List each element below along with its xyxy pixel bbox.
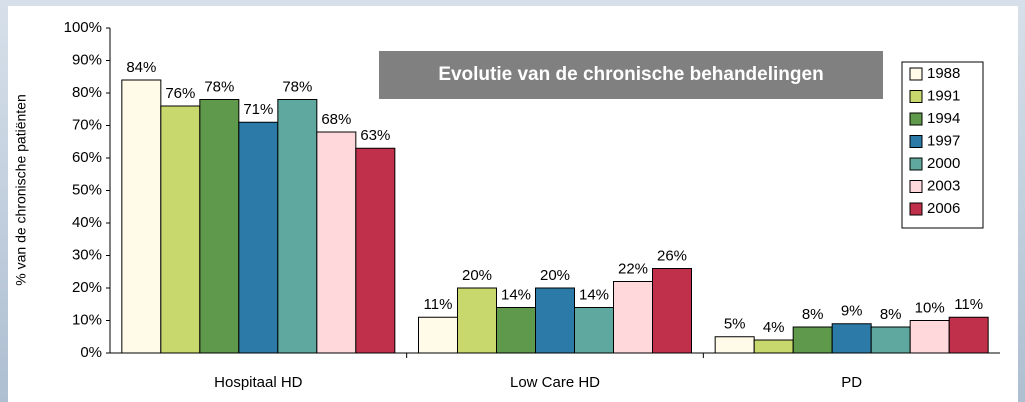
value-label: 71% bbox=[243, 101, 273, 118]
legend-swatch bbox=[909, 67, 923, 81]
bar bbox=[160, 105, 201, 354]
y-tick-label: 0% bbox=[80, 344, 102, 361]
y-tick-label: 10% bbox=[72, 311, 102, 328]
y-tick-label: 30% bbox=[72, 246, 102, 263]
y-tick-label: 20% bbox=[72, 279, 102, 296]
y-tick-label: 70% bbox=[72, 116, 102, 133]
bar bbox=[714, 336, 755, 354]
legend-swatch bbox=[909, 180, 923, 193]
y-tick-label: 90% bbox=[72, 51, 102, 68]
bar bbox=[574, 307, 614, 354]
bar bbox=[753, 339, 794, 354]
legend-label: 1997 bbox=[927, 132, 960, 149]
legend-swatch bbox=[909, 202, 923, 216]
legend-label: 2006 bbox=[927, 200, 960, 217]
value-label: 11% bbox=[424, 296, 453, 313]
legend-swatch bbox=[909, 135, 923, 148]
value-label: 63% bbox=[360, 127, 390, 144]
bar bbox=[418, 316, 458, 354]
legend-label: 1988 bbox=[927, 65, 960, 82]
bar bbox=[948, 316, 989, 354]
value-label: 84% bbox=[126, 59, 156, 76]
bar bbox=[199, 99, 240, 354]
bar bbox=[831, 323, 872, 354]
value-label: 78% bbox=[282, 78, 312, 95]
y-axis-label: % van de chronische patiënten bbox=[13, 94, 29, 285]
legend-label: 2000 bbox=[927, 155, 960, 172]
legend-label: 2003 bbox=[927, 177, 960, 194]
x-tick-label: Low Care HD bbox=[510, 374, 600, 391]
y-tick-label: 100% bbox=[64, 19, 102, 36]
value-label: 78% bbox=[204, 78, 234, 95]
value-label: 20% bbox=[540, 267, 570, 284]
bar bbox=[870, 326, 911, 354]
value-label: 10% bbox=[915, 299, 945, 316]
x-tick-label: PD bbox=[841, 374, 862, 391]
y-tick-label: 60% bbox=[72, 149, 102, 166]
legend-swatch bbox=[909, 112, 923, 126]
value-label: 26% bbox=[657, 247, 687, 264]
value-label: 9% bbox=[841, 303, 863, 320]
value-label: 5% bbox=[724, 316, 746, 333]
value-label: 14% bbox=[501, 286, 531, 303]
legend-label: 1991 bbox=[927, 87, 960, 104]
legend-swatch bbox=[909, 157, 923, 171]
bar bbox=[613, 281, 653, 354]
bar bbox=[316, 131, 357, 354]
value-label: 22% bbox=[618, 260, 648, 277]
title-box bbox=[377, 49, 885, 101]
value-label: 20% bbox=[462, 267, 492, 284]
legend-swatch bbox=[909, 90, 923, 103]
value-label: 8% bbox=[880, 306, 902, 323]
value-label: 14% bbox=[579, 286, 609, 303]
y-tick-label: 40% bbox=[72, 214, 102, 231]
legend-label: 1994 bbox=[927, 110, 960, 127]
bar bbox=[652, 268, 692, 354]
y-tick-label: 80% bbox=[72, 84, 102, 101]
value-label: 68% bbox=[321, 111, 351, 128]
bar bbox=[355, 147, 396, 354]
bar bbox=[792, 326, 833, 354]
value-label: 11% bbox=[954, 296, 983, 313]
value-label: 4% bbox=[763, 319, 785, 336]
y-tick-label: 50% bbox=[72, 181, 102, 198]
chart-title: Evolutie van de chronische behandelingen bbox=[438, 64, 823, 85]
bar bbox=[238, 121, 279, 354]
value-label: 76% bbox=[165, 85, 195, 102]
bar bbox=[457, 287, 497, 354]
bar bbox=[909, 320, 950, 354]
value-label: 8% bbox=[802, 306, 824, 323]
bar bbox=[121, 79, 162, 354]
bar bbox=[277, 99, 318, 354]
bar bbox=[535, 287, 575, 354]
x-tick-label: Hospitaal HD bbox=[214, 374, 303, 391]
bar bbox=[496, 307, 536, 354]
